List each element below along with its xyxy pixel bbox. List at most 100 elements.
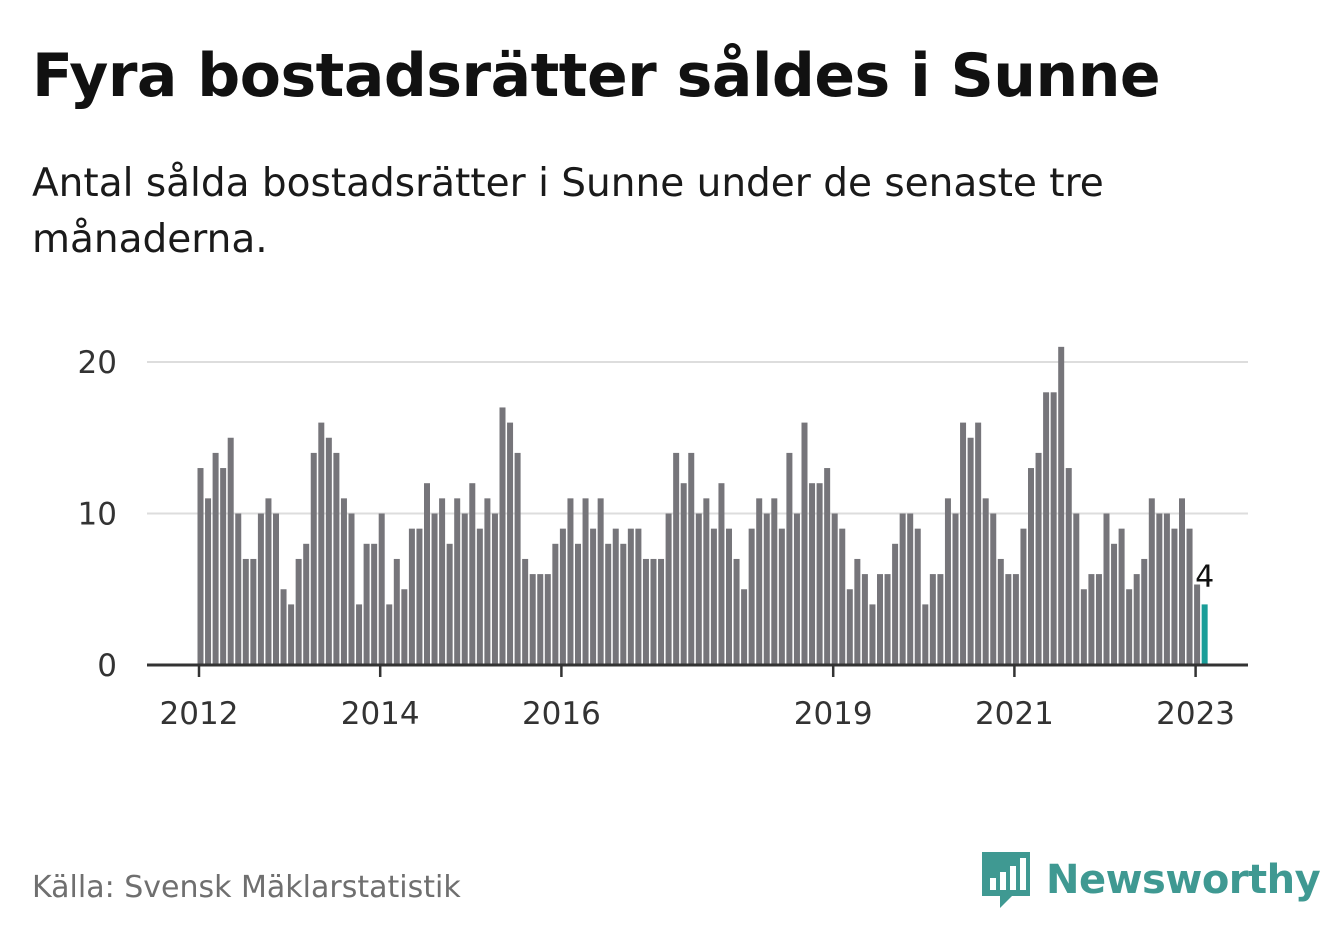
bar xyxy=(763,513,770,665)
bar xyxy=(854,558,861,665)
bar xyxy=(416,528,423,665)
bar xyxy=(733,558,740,665)
bar xyxy=(650,558,657,665)
bar xyxy=(273,513,279,665)
bar xyxy=(295,558,302,665)
bar xyxy=(997,558,1004,665)
bar xyxy=(688,452,695,665)
bar xyxy=(944,498,951,665)
bar xyxy=(393,558,400,665)
bar xyxy=(877,574,883,665)
bar xyxy=(537,574,544,665)
bar xyxy=(612,528,619,665)
bar xyxy=(529,574,536,665)
bar xyxy=(839,528,846,665)
bar xyxy=(227,437,234,665)
bar xyxy=(446,543,453,665)
bar xyxy=(1088,574,1095,665)
bar xyxy=(567,498,574,665)
bar xyxy=(658,558,665,665)
bar xyxy=(726,528,732,665)
bar xyxy=(559,528,566,665)
bar xyxy=(363,543,370,665)
bar xyxy=(1141,558,1148,665)
bar xyxy=(1050,392,1057,665)
bar-highlight xyxy=(1201,604,1208,665)
y-tick-label-10: 10 xyxy=(78,497,117,533)
bar xyxy=(318,422,325,665)
y-tick-label-20: 20 xyxy=(78,345,117,381)
bar xyxy=(491,513,498,665)
bar xyxy=(665,513,672,665)
bar xyxy=(673,452,680,665)
axes xyxy=(147,663,1248,677)
bar xyxy=(371,543,378,665)
bar xyxy=(212,452,219,665)
bar xyxy=(869,604,876,665)
bar xyxy=(1126,589,1133,665)
bar xyxy=(975,422,982,665)
bar xyxy=(1005,574,1012,665)
bar xyxy=(831,513,838,665)
data-label-highlight: 4 xyxy=(1195,559,1214,594)
bar xyxy=(824,468,831,665)
bar xyxy=(242,558,249,665)
bar xyxy=(899,513,906,665)
bar xyxy=(1035,452,1042,665)
bar xyxy=(250,558,257,665)
bar xyxy=(952,513,959,665)
bar xyxy=(929,574,936,665)
bar xyxy=(590,528,597,665)
bar xyxy=(816,483,823,665)
bar xyxy=(718,483,725,665)
x-tick-label-2016: 2016 xyxy=(522,696,601,732)
bar xyxy=(303,543,310,665)
bar xyxy=(1103,513,1110,665)
bar xyxy=(1020,528,1027,665)
bar xyxy=(793,513,800,665)
bar xyxy=(1028,468,1034,665)
x-tick-label-2023: 2023 xyxy=(1156,696,1235,732)
bar xyxy=(771,498,778,665)
bar xyxy=(235,513,242,665)
bar xyxy=(809,483,816,665)
y-tick-label-0: 0 xyxy=(97,648,117,684)
bar xyxy=(884,574,891,665)
bar xyxy=(1156,513,1163,665)
bar xyxy=(620,543,627,665)
bar xyxy=(280,589,287,665)
bar xyxy=(408,528,415,665)
bar xyxy=(1080,589,1087,665)
bar xyxy=(778,528,785,665)
bar xyxy=(476,528,483,665)
bar xyxy=(967,437,974,665)
bar xyxy=(1095,574,1102,665)
bar xyxy=(846,589,853,665)
bar xyxy=(695,513,702,665)
bar xyxy=(861,574,868,665)
bar xyxy=(1186,528,1193,665)
bar xyxy=(786,452,793,665)
bar xyxy=(914,528,921,665)
bar xyxy=(1012,574,1019,665)
x-tick-label-2019: 2019 xyxy=(794,696,873,732)
bar xyxy=(1179,498,1185,665)
bar xyxy=(431,513,438,665)
bar xyxy=(514,452,521,665)
bar xyxy=(310,452,317,665)
bar xyxy=(597,498,604,665)
bar xyxy=(605,543,612,665)
bar xyxy=(1065,468,1072,665)
bars xyxy=(197,346,1208,665)
bar xyxy=(333,452,340,665)
bar xyxy=(348,513,355,665)
bar xyxy=(892,543,899,665)
bar xyxy=(197,468,204,665)
bar xyxy=(937,574,944,665)
bar xyxy=(461,513,468,665)
bar xyxy=(756,498,763,665)
bar xyxy=(1073,513,1080,665)
bar xyxy=(439,498,446,665)
chart-subtitle: Antal sålda bostadsrätter i Sunne under … xyxy=(32,161,1104,262)
bar xyxy=(401,589,408,665)
